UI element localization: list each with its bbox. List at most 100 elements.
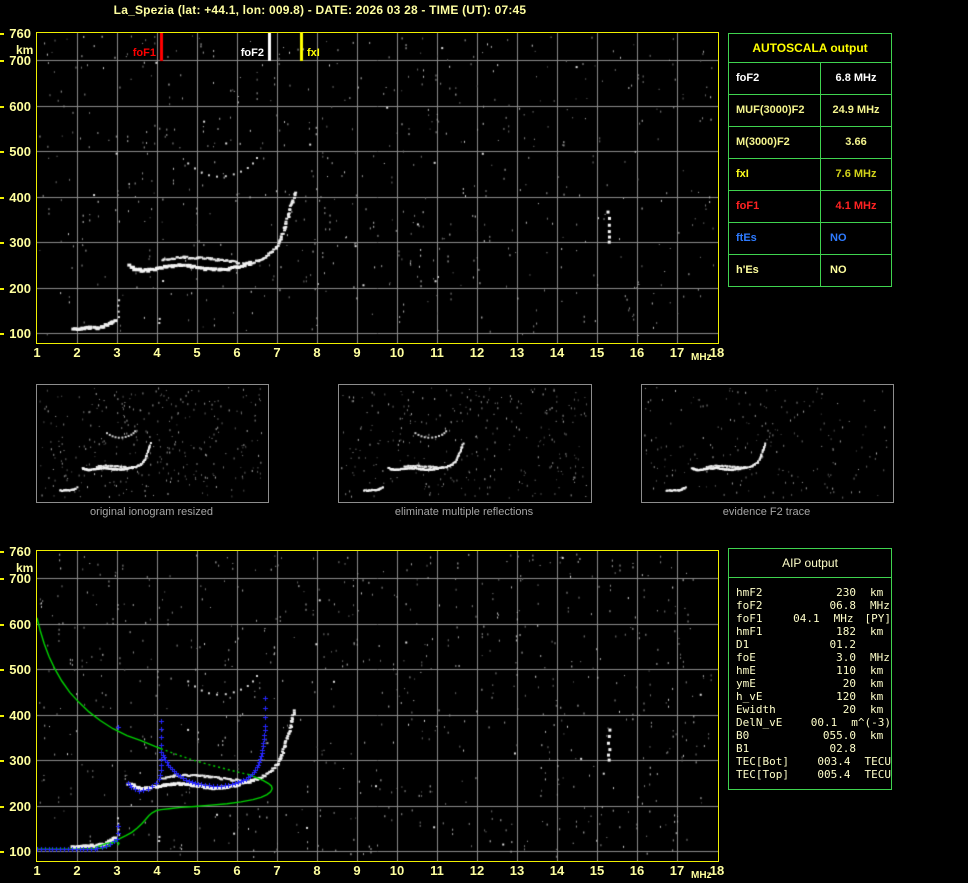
autoscala-row-value: 4.1 MHz (835, 200, 877, 212)
aip-row-value: 110 (836, 664, 856, 677)
x-tick-label: 5 (193, 863, 201, 878)
aip-row: B0 055.0 km (729, 729, 891, 742)
aip-row: TEC[Bot] 003.4 TECU (729, 755, 891, 768)
autoscala-row: foF2 6.8 MHz (729, 63, 891, 95)
y-axis-tick (0, 669, 4, 672)
autoscala-row-label: foF1 (729, 191, 821, 222)
aip-row-label: foE (736, 651, 756, 664)
x-tick-label: 1 (33, 863, 41, 878)
y-tick-label: 600 (9, 98, 31, 114)
x-tick-label: 5 (193, 345, 201, 360)
aip-row-label: h_vE (736, 690, 763, 703)
y-tick-label: 200 (9, 280, 31, 296)
x-tick-label: 4 (153, 345, 161, 360)
y-tick-label: 700 (9, 53, 31, 69)
aip-row-value: 20 (842, 677, 856, 690)
x-tick-label: 15 (589, 345, 605, 360)
y-tick-label: 100 (9, 844, 31, 859)
x-tick-label: 14 (549, 863, 565, 878)
x-tick-label: 2 (73, 863, 81, 878)
aip-row-unit: TECU (864, 768, 892, 781)
aip-row: foF2 06.8 MHz (729, 599, 891, 612)
x-tick-label: 15 (589, 863, 605, 878)
x-tick-label: 12 (469, 863, 485, 878)
station-date-title: La_Spezia (lat: +44.1, lon: 009.8) - DAT… (113, 3, 527, 17)
x-tick-label: 16 (629, 863, 645, 878)
x-tick-label: 9 (353, 863, 361, 878)
aip-row-value: 120 (836, 690, 856, 703)
y-axis-unit-label: km (16, 561, 34, 575)
aip-row: hmE 110 km (729, 664, 891, 677)
aip-row-value: 003.4 (817, 755, 851, 768)
thumbnail-eliminate-reflections-canvas (339, 385, 589, 500)
thumbnail-evidence-f2-canvas (642, 385, 891, 500)
y-axis-tick (0, 851, 4, 853)
ionogram-plot-bottom (36, 550, 719, 862)
y-axis-tick (0, 760, 4, 763)
y-axis-tick (0, 623, 4, 626)
autoscala-row-label: ftEs (729, 223, 821, 254)
aip-row: ymE 20 km (729, 677, 891, 690)
autoscala-row: foF1 4.1 MHz (729, 191, 891, 223)
x-tick-label: 11 (430, 345, 444, 360)
autoscala-row-value: NO (830, 264, 847, 276)
aip-row-unit: TECU (864, 755, 892, 768)
y-axis-tick (0, 60, 4, 63)
aip-row-value: 3.0 (836, 651, 856, 664)
aip-row-unit: m^(-3) (851, 716, 891, 729)
autoscala-row-label: foF2 (729, 63, 821, 94)
autoscala-row: M(3000)F2 3.66 (729, 127, 891, 159)
autoscala-row-value: 6.8 MHz (835, 72, 877, 84)
x-tick-label: 4 (153, 863, 161, 878)
aip-row-note: [PY] (864, 612, 892, 625)
aip-row-unit: km (870, 677, 884, 690)
marker-label-fof1: foF1 (132, 47, 156, 59)
aip-row: TEC[Top] 005.4 TECU (729, 768, 891, 781)
aip-row-value: 00.1 (810, 716, 838, 729)
aip-row: foE 3.0 MHz (729, 651, 891, 664)
aip-row-label: B0 (736, 729, 750, 742)
x-tick-label: 18 (709, 863, 725, 878)
y-axis-tick (0, 333, 4, 335)
aip-output-table: AIP output hmF2 230 km foF2 06.8 MHz foF1 04.1 M… (728, 548, 892, 790)
autoscala-table-header: AUTOSCALA output (729, 34, 891, 63)
aip-row: DelN_vE 00.1 m^(-3) (729, 716, 891, 729)
ionogram-inversion-canvas (37, 551, 718, 861)
aip-row-unit: MHz (870, 599, 890, 612)
x-tick-label: 3 (113, 863, 121, 878)
thumbnail-eliminate-reflections (338, 384, 592, 503)
x-tick-label: 12 (469, 345, 485, 360)
aip-row-unit: km (870, 690, 884, 703)
aip-row-value: 055.0 (822, 729, 856, 742)
aip-row: B1 02.8 (729, 742, 891, 755)
aip-row: h_vE 120 km (729, 690, 891, 703)
aip-row-label: hmE (736, 664, 756, 677)
aip-row-label: foF1 (736, 612, 763, 625)
x-tick-label: 17 (669, 345, 685, 360)
aip-row-value: 04.1 (793, 612, 820, 625)
autoscala-row-value: 24.9 MHz (832, 104, 880, 116)
aip-row-label: foF2 (736, 599, 763, 612)
aip-row-label: DelN_vE (736, 716, 783, 729)
aip-row: D1 01.2 (729, 638, 891, 651)
aip-row-label: Ewidth (736, 703, 776, 716)
y-axis-tick (0, 805, 4, 808)
aip-row-value: 06.8 (829, 599, 857, 612)
y-axis-tick (0, 551, 4, 553)
aip-row-label: hmF2 (736, 586, 763, 599)
aip-table-body: hmF2 230 km foF2 06.8 MHz foF1 04.1 MHz [PY] hmF1 1… (729, 586, 891, 781)
thumbnail-original-ionogram-canvas (37, 385, 266, 500)
autoscala-row-value: NO (830, 232, 847, 244)
x-axis-unit-label: MHz (691, 352, 712, 363)
aip-row-value: 02.8 (829, 742, 857, 755)
autoscala-row-value: 7.6 MHz (835, 168, 877, 180)
aip-row-value: 005.4 (817, 768, 851, 781)
x-tick-label: 8 (313, 345, 321, 360)
x-tick-label: 13 (509, 345, 525, 360)
autoscala-row-label: MUF(3000)F2 (729, 95, 821, 126)
aip-row-unit: MHz (833, 612, 854, 625)
aip-row-label: D1 (736, 638, 750, 651)
x-tick-label: 13 (509, 863, 525, 878)
aip-row-unit: km (870, 586, 884, 599)
